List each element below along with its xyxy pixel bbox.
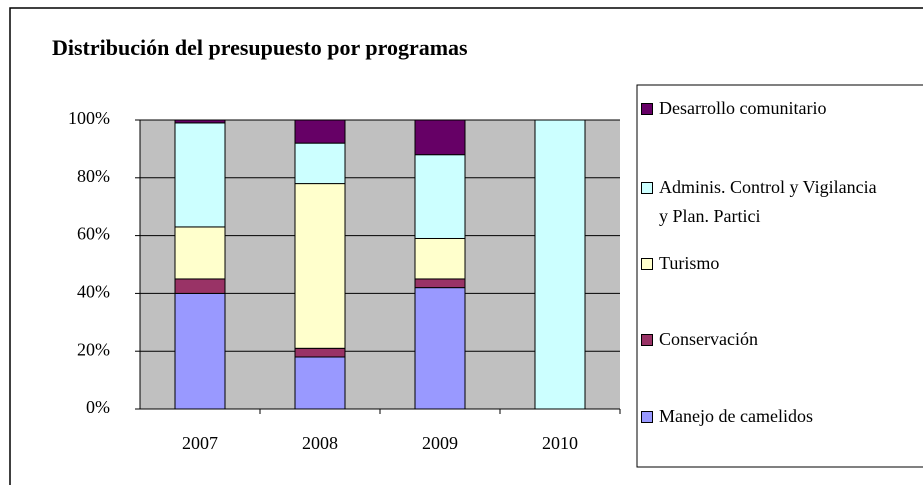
bar-segment [174,278,226,294]
legend-item: Desarrollo comunitario [641,94,891,123]
legend-item: Adminis. Control y Vigilancia y Plan. Pa… [641,173,891,231]
bar-segment [414,287,466,410]
y-tick-label: 0% [86,397,110,417]
legend-swatch [641,182,653,194]
legend-label: Turismo [659,253,720,273]
x-tick-label: 2009 [422,433,458,453]
bar-segment [414,278,466,289]
legend-swatch [641,411,653,423]
legend-label: Adminis. Control y Vigilancia y Plan. Pa… [659,177,877,226]
x-tick-label: 2007 [182,433,218,453]
y-tick-label: 80% [77,166,110,186]
y-tick-label: 40% [77,282,110,302]
legend-swatch [641,103,653,115]
y-tick-label: 60% [77,224,110,244]
chart-title: Distribución del presupuesto por program… [52,35,468,60]
bar-segment [174,292,226,410]
x-tick-label: 2010 [542,433,578,453]
bar-segment [414,154,466,239]
legend-label: Conservación [659,329,758,349]
bar-segment [294,142,346,185]
bar-segment [414,119,466,156]
y-tick-label: 100% [68,108,110,128]
bar-segment [174,119,226,124]
bar-segment [294,347,346,358]
legend-label: Manejo de camelidos [659,406,813,426]
bar-segment [174,122,226,228]
legend-box [636,84,923,468]
legend-item: Manejo de camelidos [641,402,891,431]
x-tick-label: 2008 [302,433,338,453]
bar-segment [174,226,226,280]
bar-segment [414,237,466,280]
bar-segment [294,119,346,144]
bar-segment [534,119,586,410]
legend-item: Turismo [641,249,891,278]
legend-item: Conservación [641,325,891,354]
bar-segment [294,356,346,410]
bar-segment [294,183,346,349]
legend-label: Desarrollo comunitario [659,98,827,118]
y-tick-label: 20% [77,339,110,359]
legend-swatch [641,258,653,270]
legend-swatch [641,334,653,346]
